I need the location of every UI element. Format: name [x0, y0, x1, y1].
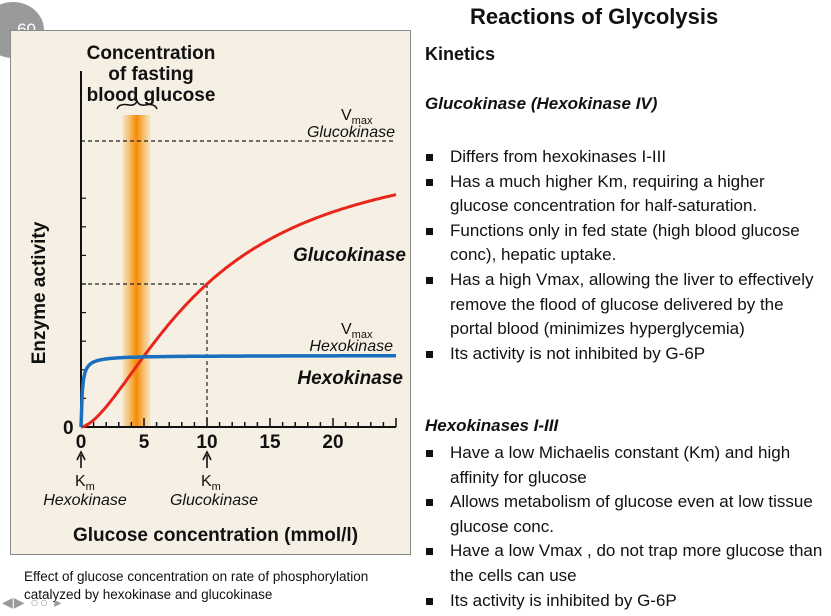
km-hexokinase-label: Km [75, 473, 95, 493]
glucokinase-bullet: Functions only in fed state (high blood … [425, 219, 825, 268]
hexokinase-bullet: Have a low Michaelis constant (Km) and h… [425, 441, 825, 490]
hexokinase-bullet: Have a low Vmax , do not trap more gluco… [425, 539, 825, 588]
hexokinase-bullet: Its activity is inhibited by G-6P [425, 589, 825, 614]
km-glucokinase-arrow [202, 450, 212, 468]
slide-title: Reactions of Glycolysis [470, 4, 719, 29]
figure-caption: Effect of glucose concentration on rate … [24, 568, 444, 604]
glucokinase-bullet-list: Differs from hexokinases I-III Has a much… [425, 145, 825, 366]
fasting-glucose-band [122, 115, 151, 427]
vmax-glucokinase-name: Glucokinase [307, 124, 395, 141]
hexokinase-bullet: Allows metabolism of glucose even at low… [425, 490, 825, 539]
km-hexokinase-arrow [76, 450, 86, 468]
glucokinase-bullet: Has a high Vmax, allowing the liver to e… [425, 268, 825, 342]
fasting-brace [116, 98, 158, 110]
glucokinase-bullet: Differs from hexokinases I-III [425, 145, 825, 170]
vmax-glucokinase-label: Vmax [341, 107, 373, 127]
x-tick-label: 0 [76, 432, 87, 453]
caption-line-1: Effect of glucose concentration on rate … [24, 569, 369, 584]
x-tick-label: 10 [196, 432, 217, 453]
x-tick-label: 15 [259, 432, 281, 453]
hexokinase-curve-label: Hexokinase [297, 368, 403, 389]
figure-panel: 0 5 10 15 20 Concentration of fasting blood … [10, 30, 411, 555]
origin-label: 0 [63, 418, 74, 439]
caption-line-2: catalyzed by hexokinase and glucokinase [24, 587, 273, 602]
fasting-label-line2: of fasting [108, 64, 194, 85]
y-axis-title: Enzyme activity [29, 221, 50, 364]
slide-nav-controls[interactable]: ◀▶ ○○ ▸ [2, 594, 63, 610]
km-hexokinase-name: Hexokinase [43, 492, 127, 509]
vmax-hexokinase-label: Vmax [341, 321, 373, 341]
glucokinase-bullet: Its activity is not inhibited by G-6P [425, 342, 825, 367]
glucokinase-curve-label: Glucokinase [293, 245, 406, 266]
glucokinase-heading: Glucokinase (Hexokinase IV) [425, 94, 658, 113]
fasting-label-line1: Concentration [87, 43, 216, 64]
km-glucokinase-label: Km [201, 473, 221, 493]
x-tick-label: 5 [139, 432, 150, 453]
enzyme-kinetics-chart: 0 5 10 15 20 Concentration of fasting blood … [29, 43, 406, 546]
x-axis-title: Glucose concentration (mmol/l) [73, 525, 358, 546]
x-tick-label: 20 [322, 432, 343, 453]
hexokinases-heading: Hexokinases I-III [425, 416, 559, 435]
glucokinase-bullet: Has a much higher Km, requiring a higher… [425, 170, 825, 219]
fasting-label-line3: blood glucose [87, 85, 216, 106]
hexokinase-curve [79, 354, 396, 428]
vmax-hexokinase-name: Hexokinase [309, 338, 393, 355]
kinetics-heading: Kinetics [425, 44, 496, 64]
glucokinase-curve [80, 193, 397, 429]
hexokinase-bullet-list: Have a low Michaelis constant (Km) and h… [425, 441, 825, 613]
km-glucokinase-name: Glucokinase [170, 492, 258, 509]
